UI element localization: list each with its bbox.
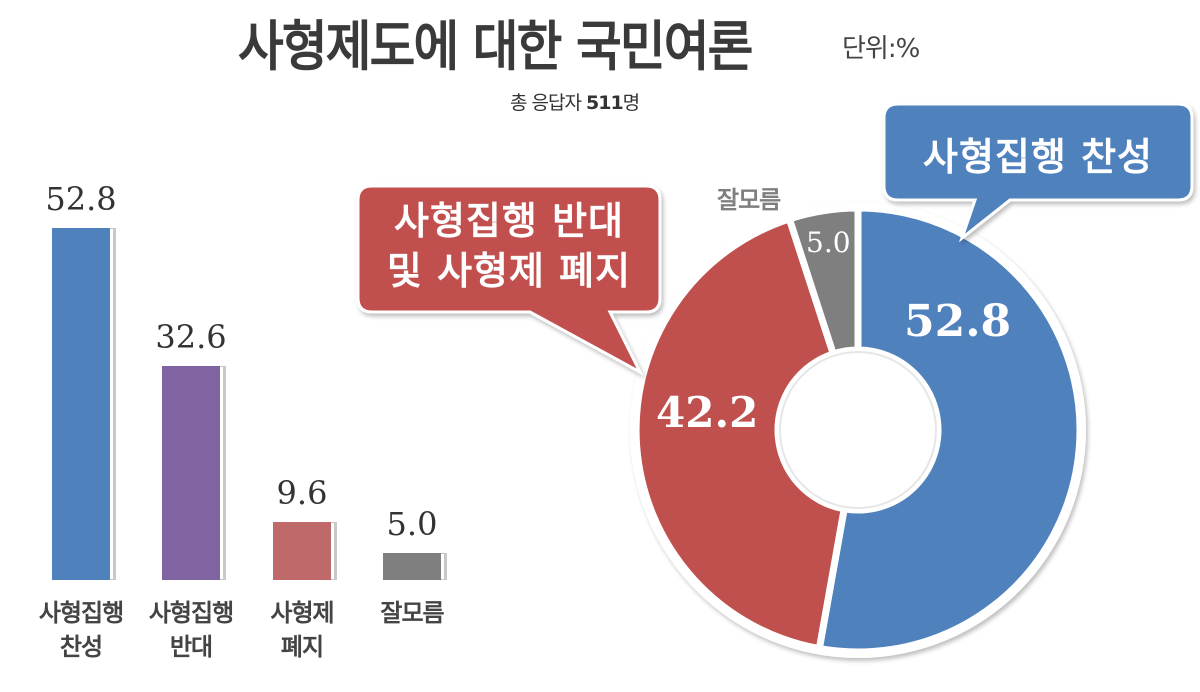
bar-value: 52.8 [45,180,117,218]
bar-dont-know [383,553,441,580]
dont-know-label: 잘모름 [717,186,781,214]
bar-value: 9.6 [276,474,328,512]
donut-value-favor: 52.8 [904,296,1012,347]
bar-label-line2: 반대 [169,633,213,661]
respondents-count: 511 [586,92,624,114]
bar-label-line1: 사형집행 [38,599,124,627]
bar-label: 사형집행 반대 [131,596,251,664]
chart-title: 사형제도에 대한 국민여론 [238,15,753,78]
bar-label: 사형제 폐지 [242,596,362,664]
donut-value-dont-know: 5.0 [806,226,851,259]
bar-label-line2: 폐지 [280,633,324,661]
bar-label-line1: 잘모름 [380,599,444,627]
bar-abolish [273,522,331,580]
respondents-subtitle: 총 응답자 511명 [510,88,641,115]
bar-label: 사형집행 찬성 [21,596,141,664]
respondents-prefix: 총 응답자 [510,92,586,114]
bar-favor [52,228,110,580]
callout-oppose-bubble [356,184,662,376]
bar-value: 32.6 [155,318,227,356]
unit-label: 단위:% [842,34,920,64]
callout-favor-bubble [882,102,1194,243]
callout-favor-text: 사형집행 찬성 [923,135,1153,179]
donut-value-oppose: 42.2 [656,388,759,437]
bar-label-line2: 찬성 [59,633,103,661]
callout-oppose-text: 사형집행 반대 및 사형제 폐지 [358,196,660,296]
bar-label-line1: 사형집행 [148,599,234,627]
bar-label-line1: 사형제 [270,599,334,627]
respondents-suffix: 명 [622,92,641,114]
callout-oppose-line2: 및 사형제 폐지 [386,249,632,293]
bar-label: 잘모름 [352,596,472,630]
bar-oppose [162,366,220,580]
donut-slice-favor [815,204,1084,656]
donut-hole [779,351,937,509]
bar-value: 5.0 [386,505,438,543]
donut-slice-dont-know [784,204,862,359]
callout-oppose-line1: 사형집행 반대 [394,199,624,243]
donut-slice-oppose [632,214,849,653]
